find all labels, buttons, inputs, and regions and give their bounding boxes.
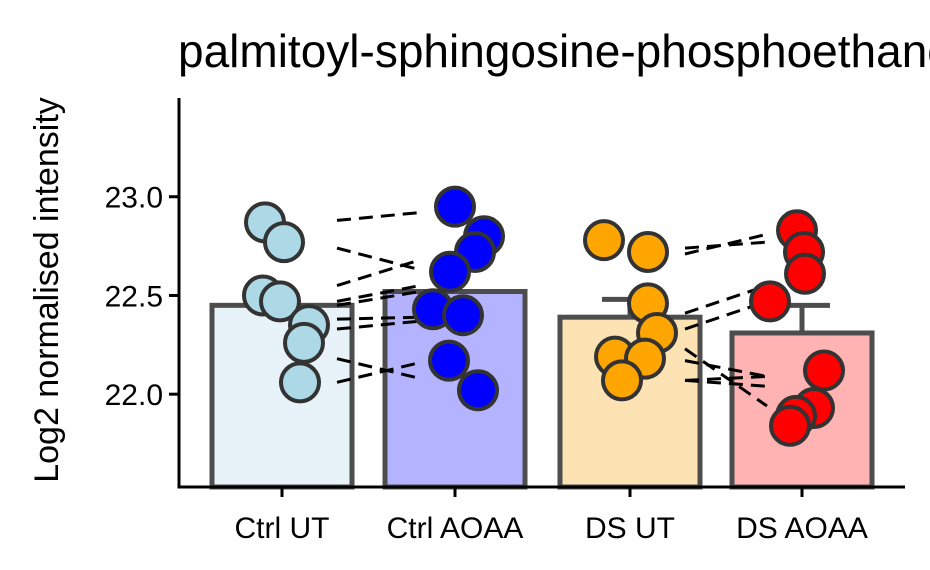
x-tick-label-3: DS AOAA	[736, 512, 868, 545]
data-point-2-1	[627, 231, 669, 274]
pair-line-0-2	[336, 258, 421, 288]
data-point-3-3	[749, 280, 791, 323]
y-tick-label-2: 23.0	[105, 182, 163, 215]
pair-line-0-5	[336, 315, 421, 321]
data-point-1-0	[434, 185, 476, 228]
chart-title: palmitoyl-sphingosine-phosphoethanolamin…	[178, 25, 930, 77]
data-point-2-0	[583, 219, 625, 262]
data-point-1-7	[457, 369, 499, 412]
pair-line-0-4	[336, 290, 421, 307]
pair-line-0-1	[336, 246, 421, 272]
data-point-0-6	[279, 361, 321, 404]
y-tick-label-0: 22.0	[105, 379, 163, 412]
pair-line-0-0	[336, 211, 421, 222]
data-point-0-3	[259, 280, 301, 323]
data-point-3-2	[784, 252, 826, 295]
pair-line-1-4	[684, 347, 768, 408]
pair-line-1-7	[684, 374, 768, 382]
data-point-1-6	[428, 339, 470, 382]
pair-line-0-3	[336, 284, 421, 303]
y-axis-label: Log2 normalised intensity	[28, 97, 66, 483]
data-point-1-5	[442, 294, 484, 337]
data-point-2-6	[601, 359, 643, 402]
pair-line-1-0	[684, 240, 768, 250]
bar-0	[209, 302, 355, 490]
pair-line-0-6	[336, 319, 421, 331]
data-point-3-4	[803, 349, 845, 392]
x-tick-label-0: Ctrl UT	[235, 512, 330, 545]
x-tick-label-2: DS UT	[585, 512, 675, 545]
pair-line-1-6	[684, 378, 768, 388]
pair-line-0-8	[336, 361, 421, 384]
pair-line-0-7	[336, 357, 421, 380]
pair-line-1-1	[684, 232, 768, 256]
y-tick-label-1: 22.5	[105, 280, 163, 313]
x-tick-label-1: Ctrl AOAA	[387, 512, 524, 545]
pair-line-1-5	[684, 359, 768, 378]
data-point-3-7	[769, 404, 811, 447]
data-point-0-1	[263, 221, 305, 264]
data-point-1-3	[429, 250, 471, 293]
data-point-0-5	[283, 321, 325, 364]
plot-area: 22.0 22.5 23.0 Ctrl UT Ctrl AOAA DS UT DS AOAA	[105, 98, 905, 545]
